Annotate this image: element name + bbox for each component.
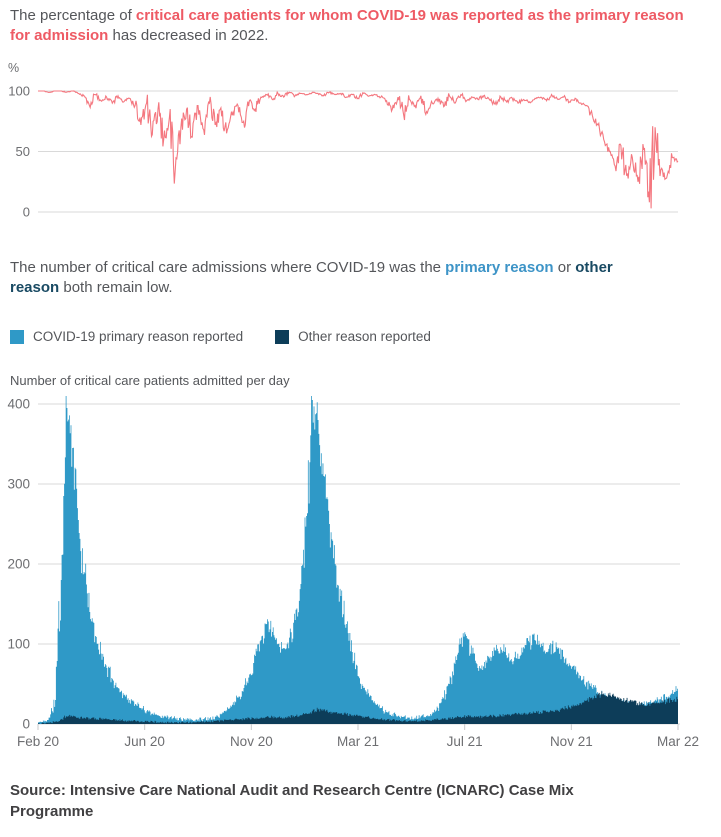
admissions-chart-title: Number of critical care patients admitte… bbox=[10, 373, 290, 388]
percent-axis-label: % bbox=[8, 61, 20, 75]
legend-swatch-icon bbox=[275, 329, 290, 344]
y-tick-label: 400 bbox=[7, 397, 30, 412]
heading-percentage-highlight: critical care patients for whom COVID-19… bbox=[10, 7, 684, 44]
y-tick-label: 200 bbox=[7, 557, 30, 572]
legend-label: Other reason reported bbox=[298, 329, 431, 344]
area-series-other bbox=[38, 691, 678, 724]
y-tick-label: 100 bbox=[8, 84, 30, 99]
y-tick-label: 300 bbox=[7, 477, 30, 492]
legend-item-0: COVID-19 primary reason reported bbox=[10, 329, 243, 344]
y-tick-label: 0 bbox=[22, 717, 30, 732]
area-series-primary bbox=[38, 396, 678, 724]
heading-admissions-primary: primary reason bbox=[445, 259, 554, 276]
heading-percentage: The percentage of critical care patients… bbox=[10, 6, 700, 46]
legend-item-1: Other reason reported bbox=[275, 329, 431, 344]
legend-label: COVID-19 primary reason reported bbox=[33, 329, 244, 344]
percentage-line-chart: 100 50 0 bbox=[8, 84, 679, 220]
percentage-line-series bbox=[38, 90, 679, 209]
heading-admissions-other: other reason bbox=[10, 259, 613, 296]
heading-percentage-prefix: The percentage of bbox=[10, 7, 136, 24]
legend-swatch-icon bbox=[10, 329, 24, 344]
x-tick-label: Nov 21 bbox=[550, 734, 593, 749]
heading-admissions: The number of critical care admissions w… bbox=[10, 258, 658, 298]
chart-legend: COVID-19 primary reason reported Other re… bbox=[10, 329, 463, 344]
x-tick-label: Mar 22 bbox=[657, 734, 699, 749]
y-tick-label: 0 bbox=[23, 205, 30, 220]
x-tick-label: Feb 20 bbox=[17, 734, 59, 749]
heading-admissions-suffix: both remain low. bbox=[59, 279, 173, 296]
x-tick-label: Mar 21 bbox=[337, 734, 379, 749]
y-tick-label: 100 bbox=[7, 637, 30, 652]
y-tick-label: 50 bbox=[16, 144, 30, 159]
admissions-area-chart: 400 300 200 100 0 Feb 20 Jun 20 Nov 20 Mar 21 Jul… bbox=[7, 396, 699, 749]
source-note: Source: Intensive Care National Audit an… bbox=[10, 782, 574, 820]
heading-percentage-suffix: has decreased in 2022. bbox=[108, 27, 269, 44]
x-tick-label: Nov 20 bbox=[230, 734, 273, 749]
x-tick-label: Jun 20 bbox=[124, 734, 165, 749]
heading-admissions-middle: or bbox=[553, 259, 576, 276]
x-tick-label: Jul 21 bbox=[447, 734, 483, 749]
heading-admissions-prefix: The number of critical care admissions w… bbox=[10, 259, 446, 276]
